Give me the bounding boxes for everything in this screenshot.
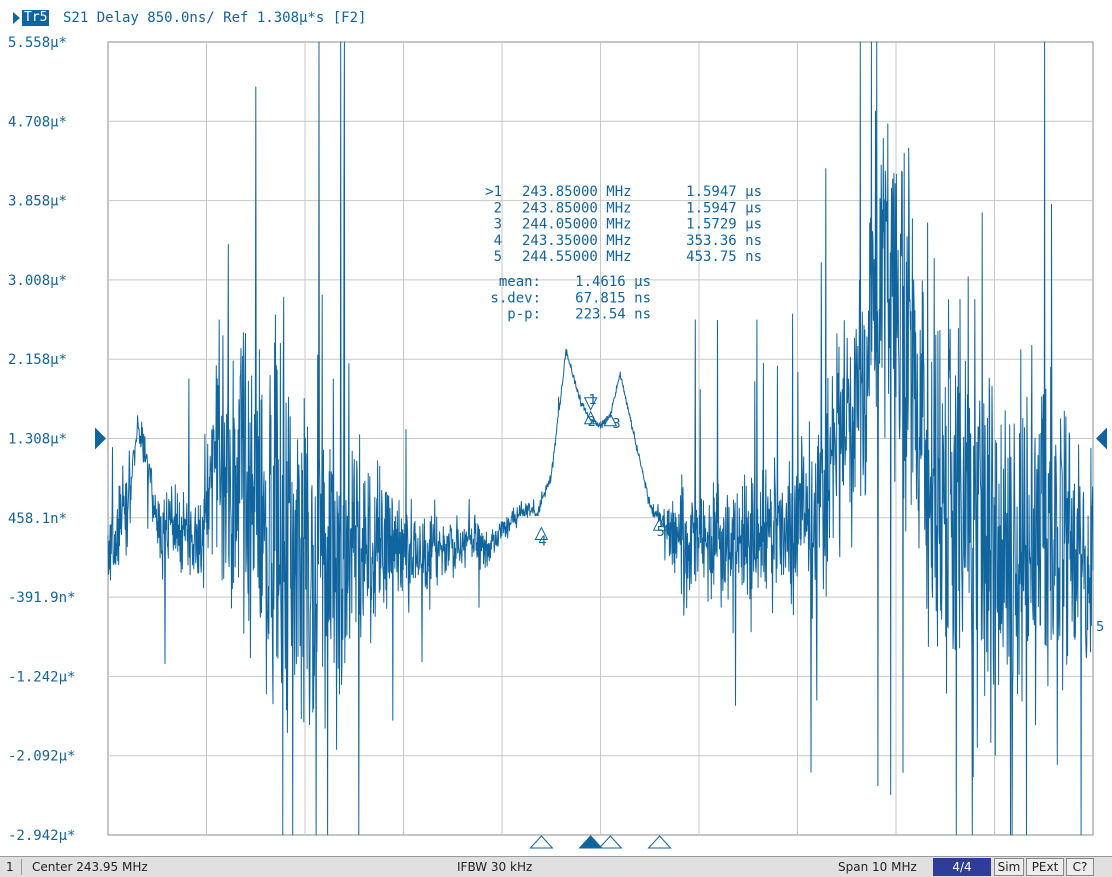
- y-tick-label: -391.9n*: [8, 590, 75, 606]
- y-tick-label: 3.858µ*: [8, 194, 67, 210]
- marker-table-index: >1: [485, 184, 502, 200]
- statistics-value: 67.815 ns: [575, 290, 651, 306]
- statistics-value: 1.4616 µs: [575, 274, 651, 290]
- y-tick-label: 1.308µ*: [8, 432, 67, 448]
- ifbw-value[interactable]: IFBW 30 kHz: [457, 860, 533, 874]
- marker-table-value: 1.5729 µs: [686, 217, 762, 233]
- marker-2-position-icon: [578, 835, 603, 849]
- marker-2-icon: [583, 410, 598, 425]
- port-extension-button[interactable]: PExt: [1026, 858, 1064, 876]
- reference-arrow-left-icon: [95, 427, 106, 450]
- marker-2-label: 2: [588, 415, 596, 430]
- marker-5-edge-label: 5: [1096, 620, 1104, 635]
- statistics-label: s.dev:: [490, 290, 541, 306]
- y-tick-label: 458.1n*: [8, 511, 67, 527]
- reference-level-markers: [95, 427, 1107, 450]
- marker-4-icon: [534, 526, 549, 541]
- marker-table-frequency: 243.85000 MHz: [522, 184, 632, 200]
- sim-button[interactable]: Sim: [994, 858, 1024, 876]
- markers: 1 2 3 4 5 5: [529, 393, 1104, 849]
- channel-number[interactable]: 1: [6, 860, 14, 874]
- y-tick-label: -2.942µ*: [8, 828, 75, 844]
- statistics-label: mean:: [499, 274, 541, 290]
- marker-table-frequency: 244.05000 MHz: [522, 217, 632, 233]
- y-tick-label: 5.558µ*: [8, 35, 67, 51]
- marker-table: >1 243.85000 MHz 1.5947 µs 2 243.85000 MHz 1.…: [485, 184, 762, 265]
- marker-table-frequency: 244.55000 MHz: [522, 249, 632, 265]
- marker-table-frequency: 243.85000 MHz: [522, 200, 632, 216]
- y-tick-label: 2.158µ*: [8, 352, 67, 368]
- marker-1-position-icon: [578, 835, 603, 849]
- y-tick-label: -1.242µ*: [8, 669, 75, 685]
- calibration-button[interactable]: C?: [1066, 858, 1094, 876]
- y-tick-label: 4.708µ*: [8, 114, 67, 130]
- marker-3-position-icon: [598, 835, 623, 849]
- marker-table-value: 353.36 ns: [686, 233, 762, 249]
- marker-table-value: 1.5947 µs: [686, 200, 762, 216]
- trace-line: [107, 41, 1094, 836]
- marker-table-index: 5: [494, 249, 502, 265]
- marker-table-index: 3: [494, 217, 502, 233]
- marker-1-label: 1: [589, 393, 597, 408]
- statistics-label: p-p:: [507, 307, 541, 323]
- y-tick-labels: 5.558µ* 4.708µ* 3.858µ* 3.008µ* 2.158µ* 1.308…: [8, 35, 75, 844]
- marker-5-label: 5: [657, 525, 665, 540]
- marker-table-value: 1.5947 µs: [686, 184, 762, 200]
- marker-5-icon: [652, 517, 667, 531]
- marker-4-position-icon: [529, 835, 554, 849]
- marker-4-label: 4: [538, 535, 546, 550]
- marker-5-position-icon: [647, 835, 672, 849]
- marker-table-index: 2: [494, 200, 502, 216]
- marker-table-value: 453.75 ns: [686, 249, 762, 265]
- delay-trace: [107, 41, 1094, 836]
- marker-table-index: 4: [494, 233, 502, 249]
- trace-badge[interactable]: Tr5: [22, 10, 50, 26]
- status-bar: 1 Center 243.95 MHz IFBW 30 kHz Span 10 …: [0, 856, 1112, 877]
- y-tick-label: -2.092µ*: [8, 749, 75, 765]
- page-indicator[interactable]: 4/4: [933, 858, 991, 876]
- delay-chart[interactable]: 5.558µ* 4.708µ* 3.858µ* 3.008µ* 2.158µ* 1.308…: [0, 26, 1112, 856]
- marker-3-label: 3: [612, 417, 620, 432]
- separator: [21, 859, 22, 875]
- active-trace-arrow-icon: [13, 12, 20, 24]
- marker-3-icon: [603, 412, 618, 427]
- y-tick-label: 3.008µ*: [8, 273, 67, 289]
- statistics-value: 223.54 ns: [575, 307, 651, 323]
- center-frequency[interactable]: Center 243.95 MHz: [32, 860, 148, 874]
- trace-header[interactable]: Tr5 S21 Delay 850.0ns/ Ref 1.308µ*s [F2]: [0, 0, 1112, 26]
- marker-1-icon: [583, 397, 598, 411]
- marker-table-frequency: 243.35000 MHz: [522, 233, 632, 249]
- reference-arrow-right-icon: [1096, 427, 1107, 450]
- trace-title[interactable]: S21 Delay 850.0ns/ Ref 1.308µ*s [F2]: [63, 10, 367, 26]
- trace-statistics: mean: 1.4616 µs s.dev: 67.815 ns p-p: 223.54 …: [490, 274, 651, 323]
- span-value[interactable]: Span 10 MHz: [838, 860, 917, 874]
